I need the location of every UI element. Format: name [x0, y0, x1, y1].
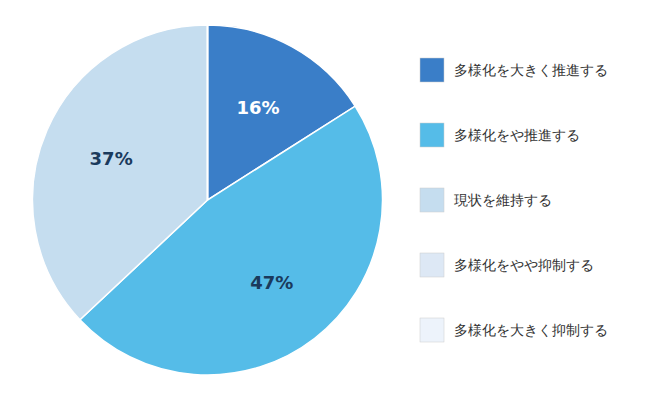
legend-label: 現状を維持する — [454, 192, 552, 208]
legend-label: 多様化を大きく抑制する — [454, 322, 608, 338]
legend-item: 多様化を大きく抑制する — [420, 318, 608, 342]
data-label: 16% — [237, 97, 280, 118]
legend-swatch — [420, 318, 444, 342]
legend: 多様化を大きく推進する多様化をや推進する現状を維持する多様化をやや抑制する多様化… — [420, 58, 608, 342]
legend-label: 多様化を大きく推進する — [454, 62, 608, 78]
legend-label: 多様化をやや抑制する — [454, 257, 594, 273]
legend-item: 多様化をやや抑制する — [420, 253, 594, 277]
legend-item: 多様化をや推進する — [420, 123, 580, 147]
chart: 16%47%37%多様化を大きく推進する多様化をや推進する現状を維持する多様化を… — [0, 0, 670, 400]
data-labels: 16% 47% 37% — [90, 97, 294, 293]
pie-slice — [207, 25, 209, 200]
legend-swatch — [420, 253, 444, 277]
pie-slice — [207, 25, 209, 200]
pie-slice — [32, 25, 207, 320]
legend-swatch — [420, 188, 444, 212]
data-label: 37% — [90, 148, 133, 169]
legend-label: 多様化をや推進する — [454, 127, 580, 143]
legend-swatch — [420, 123, 444, 147]
pie — [32, 25, 382, 375]
legend-item: 多様化を大きく推進する — [420, 58, 608, 82]
legend-swatch — [420, 58, 444, 82]
legend-item: 現状を維持する — [420, 188, 552, 212]
data-label: 47% — [250, 272, 293, 293]
